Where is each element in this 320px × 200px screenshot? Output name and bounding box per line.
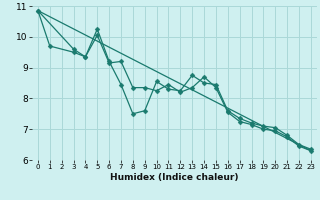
X-axis label: Humidex (Indice chaleur): Humidex (Indice chaleur) [110,173,239,182]
